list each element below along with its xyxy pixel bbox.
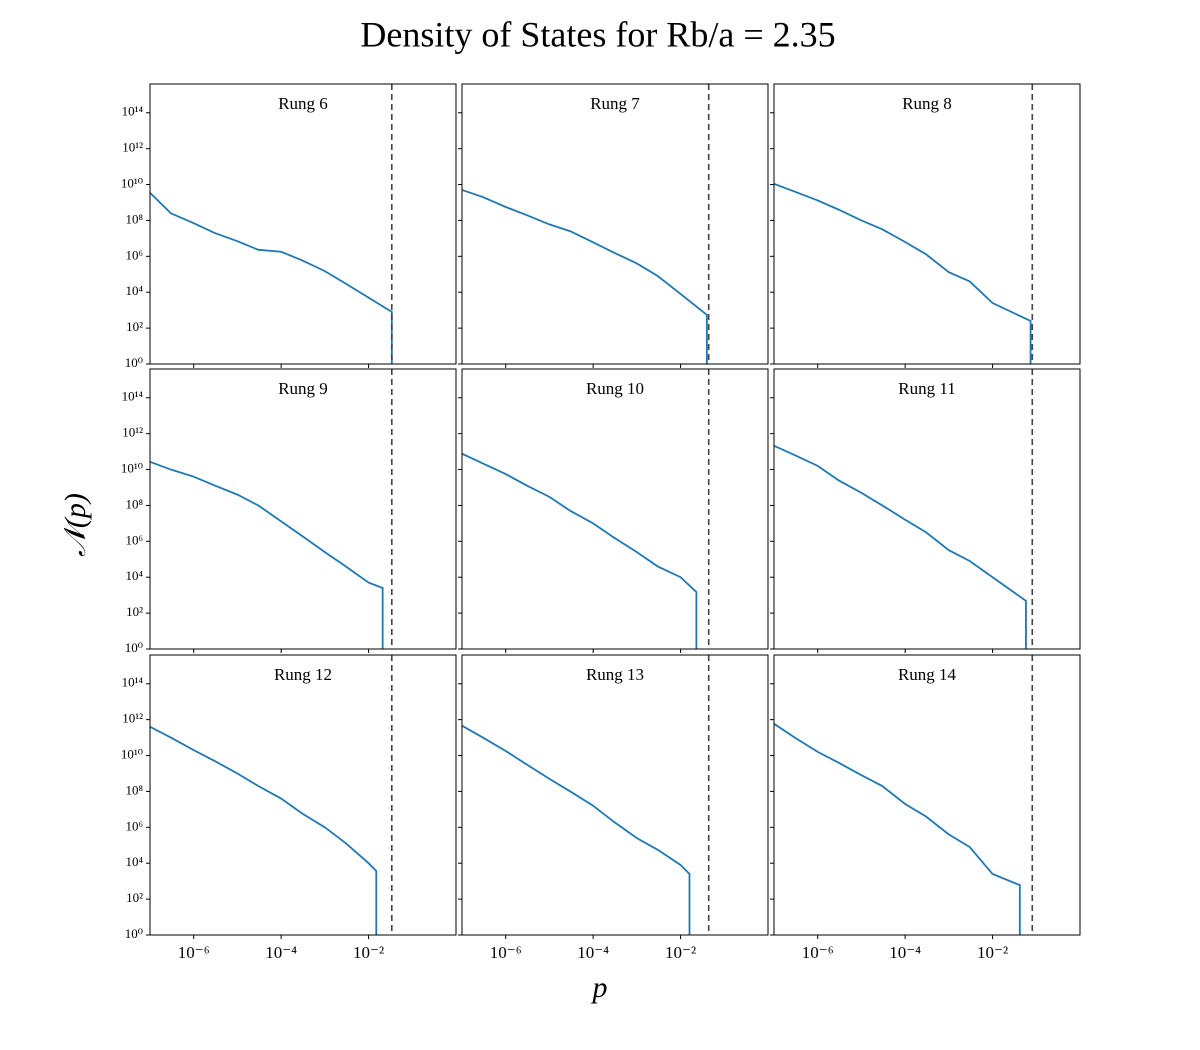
panel-title: Rung 10 (586, 379, 644, 398)
x-axis-label: p (591, 971, 608, 1004)
data-line (462, 724, 691, 935)
panel-frame (149, 654, 457, 936)
x-tick-label: 10⁻² (977, 943, 1008, 962)
data-line (150, 725, 378, 935)
data-line (774, 723, 1021, 935)
panel-title: Rung 12 (274, 665, 332, 684)
panel-frame (773, 83, 1081, 365)
x-tick-label: 10⁻⁴ (265, 943, 297, 962)
y-tick-label: 10⁰ (125, 640, 143, 655)
y-tick-label: 10⁴ (125, 283, 143, 298)
data-line (774, 182, 1032, 364)
panel-title: Rung 7 (590, 94, 640, 113)
x-tick-label: 10⁻⁶ (802, 943, 834, 962)
y-tick-label: 10¹⁰ (121, 747, 143, 762)
x-tick-label: 10⁻⁶ (490, 943, 522, 962)
panel-frame (149, 83, 457, 365)
y-tick-label: 10⁰ (125, 926, 143, 941)
y-tick-label: 10⁸ (125, 782, 143, 797)
y-tick-label: 10⁸ (125, 211, 143, 226)
x-tick-label: 10⁻² (665, 943, 696, 962)
y-tick-label: 10¹² (122, 140, 143, 155)
figure-title: Density of States for Rb/a = 2.35 (360, 14, 835, 54)
y-tick-label: 10⁴ (125, 568, 143, 583)
panel-frame (461, 654, 769, 936)
x-tick-label: 10⁻⁴ (577, 943, 609, 962)
y-tick-label: 10⁶ (125, 247, 143, 262)
y-tick-label: 10² (126, 319, 143, 334)
x-tick-label: 10⁻⁴ (889, 943, 921, 962)
panel-frame (773, 654, 1081, 936)
x-tick-label: 10⁻² (353, 943, 384, 962)
panel-title: Rung 8 (902, 94, 952, 113)
y-tick-label: 10² (126, 890, 143, 905)
y-tick-label: 10¹⁰ (121, 461, 143, 476)
y-tick-label: 10⁶ (125, 532, 143, 547)
data-line (462, 452, 698, 649)
panel-frame (461, 83, 769, 365)
y-tick-label: 10¹⁴ (122, 675, 144, 690)
y-tick-label: 10¹² (122, 711, 143, 726)
panel-title: Rung 9 (278, 379, 328, 398)
data-line (774, 444, 1027, 649)
panel-title: Rung 11 (898, 379, 955, 398)
y-tick-label: 10¹⁴ (122, 104, 144, 119)
panel-frame (149, 368, 457, 650)
y-tick-label: 10² (126, 604, 143, 619)
y-axis-label: 𝒩(p) (59, 493, 92, 557)
panel-title: Rung 14 (898, 665, 957, 684)
y-tick-label: 10¹² (122, 425, 143, 440)
y-tick-label: 10⁸ (125, 496, 143, 511)
y-tick-label: 10⁶ (125, 818, 143, 833)
y-tick-label: 10⁰ (125, 355, 143, 370)
data-line (150, 460, 384, 649)
y-tick-label: 10¹⁴ (122, 389, 144, 404)
panel-title: Rung 13 (586, 665, 644, 684)
y-tick-label: 10⁴ (125, 854, 143, 869)
x-tick-label: 10⁻⁶ (178, 943, 210, 962)
panel-title: Rung 6 (278, 94, 328, 113)
data-line (462, 189, 708, 364)
data-line (150, 192, 393, 364)
panel-frame (461, 368, 769, 650)
y-tick-label: 10¹⁰ (121, 176, 143, 191)
panel-frame (773, 368, 1081, 650)
